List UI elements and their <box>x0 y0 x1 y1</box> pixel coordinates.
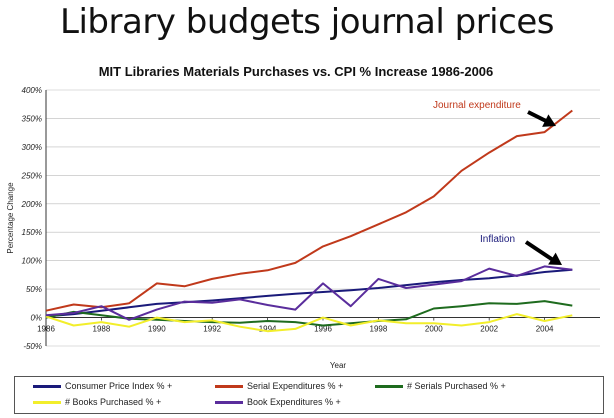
y-axis-label: Percentage Change <box>6 182 15 254</box>
x-axis-label: Year <box>330 361 347 370</box>
annotation-arrow <box>524 240 558 264</box>
x-tick-label: 1994 <box>259 325 277 334</box>
y-tick-label: 0% <box>30 314 42 323</box>
x-tick-label: 1998 <box>370 325 388 334</box>
legend-swatch <box>215 400 243 404</box>
arrow-head <box>548 252 562 265</box>
legend-item: Book Expenditures % + <box>215 397 341 407</box>
y-tick-label: 350% <box>22 114 42 123</box>
legend-item: Consumer Price Index % + <box>33 381 172 391</box>
legend-item: Serial Expenditures % + <box>215 381 343 391</box>
legend-item: # Serials Purchased % + <box>375 381 506 391</box>
legend-swatch <box>375 384 403 388</box>
y-tick-label: 150% <box>22 228 42 237</box>
legend: Consumer Price Index % + Serial Expenditu… <box>14 376 604 414</box>
y-tick-label: 200% <box>21 200 42 209</box>
slide-title: Library budgets journal prices <box>60 2 554 42</box>
y-tick-label: 100% <box>22 257 42 266</box>
legend-item: # Books Purchased % + <box>33 397 161 407</box>
y-tick-label: -50% <box>23 342 42 351</box>
y-tick-label: 300% <box>22 143 42 152</box>
x-tick-label: 1990 <box>148 325 166 334</box>
chart-title: MIT Libraries Materials Purchases vs. CP… <box>99 64 494 79</box>
x-axis-ticks: 1986 1988 1990 1992 1994 1996 1998 2000 2002 2004 <box>37 317 554 334</box>
annotations: Journal expenditure Inflation <box>433 100 562 265</box>
legend-label: Book Expenditures % + <box>247 397 341 407</box>
legend-label: # Books Purchased % + <box>65 397 162 407</box>
legend-swatch <box>215 384 243 388</box>
x-tick-label: 2000 <box>425 325 443 334</box>
legend-label: # Serials Purchased % + <box>407 381 506 391</box>
annotation-label: Inflation <box>480 234 515 245</box>
legend-swatch <box>33 400 61 404</box>
series-line <box>45 313 573 333</box>
annotation-label: Journal expenditure <box>433 100 521 111</box>
series-lines <box>45 109 573 333</box>
legend-label: Serial Expenditures % + <box>247 381 344 391</box>
series-line <box>45 268 573 318</box>
legend-label: Consumer Price Index % + <box>65 381 173 391</box>
x-tick-label: 1996 <box>314 325 332 334</box>
x-tick-label: 2002 <box>480 325 498 334</box>
legend-swatch <box>33 384 61 388</box>
x-tick-label: 1988 <box>93 325 111 334</box>
x-tick-label: 2004 <box>536 325 554 334</box>
series-line <box>45 109 573 312</box>
series-line <box>45 265 573 321</box>
x-tick-label: 1986 <box>37 325 55 334</box>
y-axis-ticks: -50% 0% 50% 100% 150% 200% 250% 300% 350% 400% <box>21 86 42 351</box>
arrow-head <box>542 114 556 127</box>
x-tick-label: 1992 <box>203 325 221 334</box>
y-tick-label: 400% <box>22 86 42 95</box>
y-tick-label: 50% <box>26 285 42 294</box>
y-tick-label: 250% <box>21 171 42 180</box>
